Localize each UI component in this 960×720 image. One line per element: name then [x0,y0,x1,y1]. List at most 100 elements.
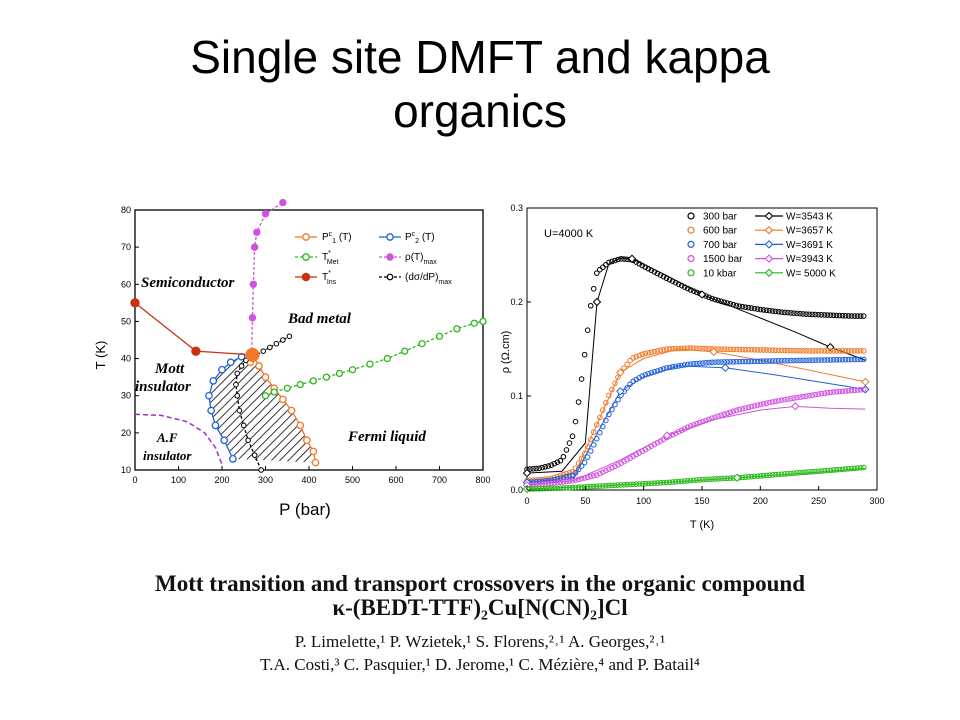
pd-point [335,369,344,378]
legend-tmet: T* Met [295,250,339,266]
pd-point [470,319,478,327]
rp-data-point [851,465,858,472]
rp-data-point [821,357,828,363]
rp-data-point [848,465,855,472]
pd-point [273,340,280,347]
rp-data-point [763,400,770,406]
rp-data-point [584,327,591,333]
rp-data-point [818,311,825,318]
rp-data-point [830,357,837,363]
rp-series-w-3657-k [522,347,870,487]
rp-data-point [597,266,603,273]
pd-ytick-label: 70 [121,242,131,252]
rp-data-point [718,412,724,419]
rp-data-point [785,347,791,354]
rp-theory-line [526,348,866,483]
rp-data-point [821,312,828,318]
rp-ylabel: ρ (Ω.cm) [500,331,512,374]
rp-data-point [733,358,740,365]
rp-data-point [806,392,812,399]
pd-xtick-label: 300 [258,475,273,485]
rp-data-point [812,468,818,475]
rp-data-point [788,395,794,402]
rp-theory-marker [522,468,532,478]
pd-point [302,436,311,445]
rp-data-point [712,296,718,303]
rp-theory-marker [709,347,718,357]
region-af-insulator: insulator [143,448,192,463]
rp-theory-line [526,405,866,486]
rp-data-point [785,396,791,402]
rp-legend-exp-marker [687,212,695,220]
rp-data-point [587,473,594,480]
rp-data-point [760,401,767,407]
rp-data-point [766,307,773,314]
rp-data-point [557,457,564,464]
rp-data-point [857,313,864,319]
rp-data-point [724,410,730,417]
rp-theory-marker [791,402,800,411]
rp-data-point [812,391,818,398]
pd-ytick-label: 80 [121,205,131,215]
rp-data-point [736,303,743,309]
rp-legend-th-marker [764,225,774,235]
pd-line-t-max [250,202,284,355]
rp-data-point [839,356,846,363]
rp-data-point [794,470,800,476]
rp-data-point [812,348,818,354]
pd-point [286,333,293,340]
rp-data-point [745,304,752,311]
rp-data-point [578,475,585,482]
rp-data-point [775,347,782,354]
rp-data-point [803,393,809,399]
rp-data-point [824,389,831,396]
rp-data-point [833,388,840,395]
pd-line-t-met [265,320,484,397]
rp-data-point [760,358,767,364]
rp-data-point [694,420,700,427]
region-mott: Mott [154,361,185,377]
region-semiconductor: Semiconductor [141,275,235,291]
pd-point [309,377,318,385]
pd-point [238,363,245,369]
rp-data-point [815,357,822,363]
rp-data-point [827,312,834,318]
rp-legend-exp-label: 600 bar [703,226,738,237]
rp-data-point [642,350,649,357]
pd-point [253,228,261,236]
rp-data-point [748,358,755,365]
rp-data-point [772,358,779,364]
rp-data-point [797,357,803,364]
pd-point [283,384,291,392]
rp-theory-marker [732,473,742,482]
rp-data-point [715,346,721,352]
rp-data-point [730,358,737,365]
rp-data-point [697,360,703,367]
rp-data-point [751,305,758,312]
rp-data-point [721,411,727,418]
rp-data-point [630,355,636,361]
rp-data-point [800,357,806,364]
rp-data-point [593,421,600,428]
rp-data-point [854,348,861,354]
rp-theory-line [526,257,866,474]
rp-data-point [597,414,603,421]
rp-data-point [718,346,724,352]
rp-data-point [854,465,861,471]
rp-data-point [727,409,734,416]
rp-data-point [675,345,682,352]
reference-authors-line2: T.A. Costi,³ C. Pasquier,¹ D. Jerome,¹ C… [260,655,700,674]
rp-data-point [739,303,746,310]
rp-data-point [803,348,809,354]
rp-theory-marker [697,290,707,299]
rp-xtick-label: 150 [694,496,709,506]
reference-authors: P. Limelette,¹ P. Wzietek,¹ S. Florens,²… [0,630,960,676]
rp-legend-th-label: W=3657 K [786,226,833,237]
rp-data-point [566,440,573,446]
rp-data-point [763,358,770,364]
pd-point [233,381,239,388]
rp-data-point [860,313,867,319]
rp-data-point [548,462,555,468]
pd-point [435,332,444,340]
rp-data-point [742,405,749,411]
